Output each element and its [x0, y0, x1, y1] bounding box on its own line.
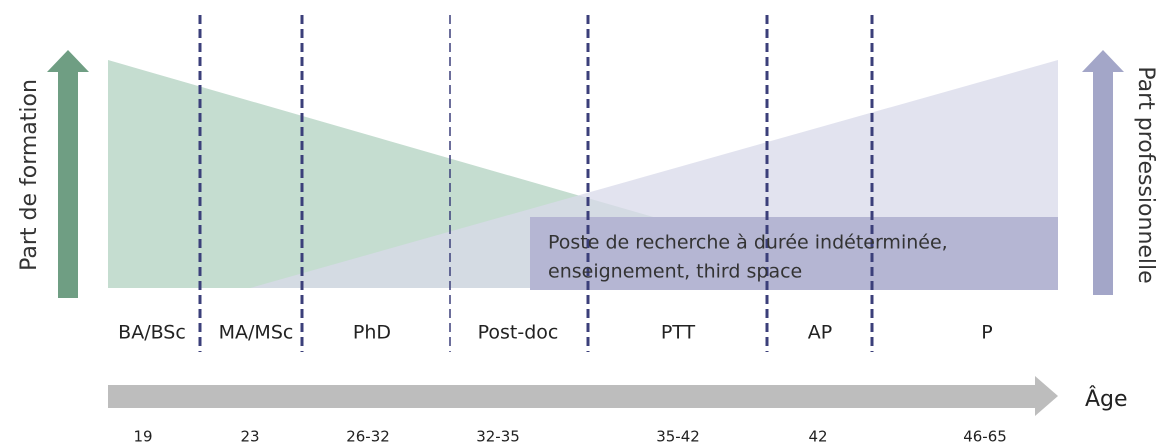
axis-label: Âge	[1085, 386, 1128, 412]
age-label: 32-35	[476, 428, 520, 446]
position-box	[530, 217, 1058, 290]
stage-label: P	[981, 322, 992, 344]
box-line: enseignement, third space	[548, 261, 802, 283]
right-label: Part professionnelle	[1133, 66, 1158, 283]
stage-dividers	[198, 15, 874, 352]
age-label: 42	[808, 428, 827, 446]
age-label: 46-65	[963, 428, 1007, 446]
stage-label: AP	[808, 322, 832, 344]
age-arrow	[108, 376, 1058, 416]
stage-label: BA/BSc	[118, 322, 186, 344]
professional-arrow	[1082, 50, 1124, 295]
stage-label: MA/MSc	[219, 322, 294, 344]
stage-label: PTT	[661, 322, 696, 344]
age-label: 35-42	[656, 428, 700, 446]
age-label: 19	[133, 428, 152, 446]
age-label: 26-32	[346, 428, 390, 446]
age-label: 23	[240, 428, 259, 446]
left-label: Part de formation	[17, 79, 42, 271]
box-line: Poste de recherche à durée indéterminée,	[548, 232, 948, 254]
stage-label: Post-doc	[478, 322, 559, 344]
training-arrow	[47, 50, 89, 298]
stage-label: PhD	[353, 322, 391, 344]
